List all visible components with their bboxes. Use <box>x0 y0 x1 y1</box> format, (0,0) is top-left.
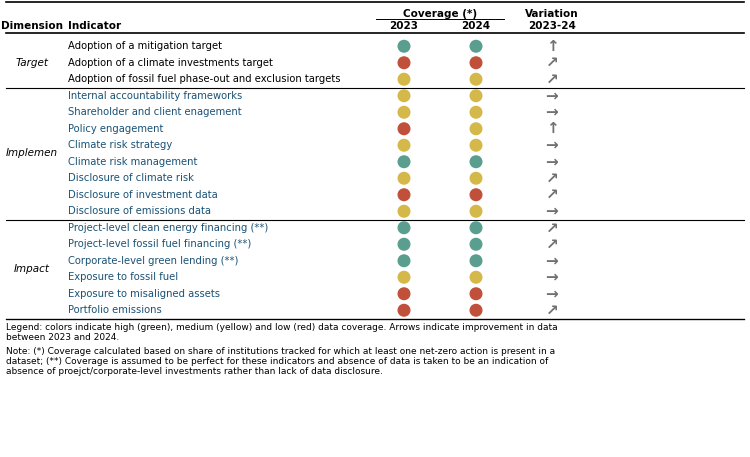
Text: Note: (*) Coverage calculated based on share of institutions tracked for which a: Note: (*) Coverage calculated based on s… <box>6 346 555 356</box>
Text: Disclosure of climate risk: Disclosure of climate risk <box>68 173 194 183</box>
Text: ↗: ↗ <box>545 171 558 186</box>
Text: →: → <box>545 204 558 219</box>
Text: Policy engagement: Policy engagement <box>68 124 164 134</box>
Circle shape <box>398 41 410 52</box>
Circle shape <box>398 139 410 151</box>
Circle shape <box>398 222 410 234</box>
Circle shape <box>470 90 482 101</box>
Circle shape <box>470 239 482 250</box>
Text: Project-level fossil fuel financing (**): Project-level fossil fuel financing (**) <box>68 239 251 249</box>
Circle shape <box>470 74 482 85</box>
Text: ↗: ↗ <box>545 187 558 202</box>
Text: Target: Target <box>16 58 49 68</box>
Circle shape <box>470 189 482 201</box>
Text: →: → <box>545 154 558 169</box>
Text: Variation: Variation <box>525 9 579 19</box>
Text: ↗: ↗ <box>545 55 558 70</box>
Text: ↗: ↗ <box>545 220 558 235</box>
Circle shape <box>398 255 410 266</box>
Text: Corporate-level green lending (**): Corporate-level green lending (**) <box>68 256 238 266</box>
Circle shape <box>398 239 410 250</box>
Text: Project-level clean energy financing (**): Project-level clean energy financing (**… <box>68 223 268 233</box>
Text: ↗: ↗ <box>545 303 558 318</box>
Circle shape <box>470 271 482 283</box>
Circle shape <box>398 172 410 184</box>
Text: dataset; (**) Coverage is assumed to be perfect for these indicators and absence: dataset; (**) Coverage is assumed to be … <box>6 357 548 366</box>
Text: Exposure to misaligned assets: Exposure to misaligned assets <box>68 289 220 299</box>
Text: →: → <box>545 138 558 153</box>
Text: 2024: 2024 <box>461 21 490 31</box>
Circle shape <box>398 304 410 316</box>
Circle shape <box>398 74 410 85</box>
Text: Climate risk strategy: Climate risk strategy <box>68 140 172 150</box>
Circle shape <box>470 57 482 69</box>
Circle shape <box>470 172 482 184</box>
Text: Impact: Impact <box>14 264 50 274</box>
Circle shape <box>398 57 410 69</box>
Text: absence of proejct/corporate-level investments rather than lack of data disclosu: absence of proejct/corporate-level inves… <box>6 367 382 377</box>
Text: Coverage (*): Coverage (*) <box>403 9 477 19</box>
Circle shape <box>398 271 410 283</box>
Text: Adoption of a climate investments target: Adoption of a climate investments target <box>68 58 273 68</box>
Circle shape <box>398 288 410 299</box>
Text: Shareholder and client enagement: Shareholder and client enagement <box>68 107 242 117</box>
Circle shape <box>398 189 410 201</box>
Circle shape <box>398 106 410 118</box>
Text: between 2023 and 2024.: between 2023 and 2024. <box>6 333 119 342</box>
Text: Disclosure of emissions data: Disclosure of emissions data <box>68 206 211 216</box>
Circle shape <box>470 255 482 266</box>
Circle shape <box>398 156 410 168</box>
Text: →: → <box>545 105 558 120</box>
Text: Portfolio emissions: Portfolio emissions <box>68 305 162 315</box>
Circle shape <box>470 304 482 316</box>
Circle shape <box>398 123 410 134</box>
Circle shape <box>470 222 482 234</box>
Text: 2023: 2023 <box>389 21 418 31</box>
Circle shape <box>470 139 482 151</box>
Circle shape <box>470 123 482 134</box>
Circle shape <box>470 156 482 168</box>
Text: Internal accountability frameworks: Internal accountability frameworks <box>68 91 242 101</box>
Circle shape <box>398 206 410 217</box>
Text: Adoption of fossil fuel phase-out and exclusion targets: Adoption of fossil fuel phase-out and ex… <box>68 74 340 84</box>
Circle shape <box>398 90 410 101</box>
Text: →: → <box>545 253 558 268</box>
Text: ↑: ↑ <box>545 121 558 136</box>
Text: ↗: ↗ <box>545 72 558 87</box>
Circle shape <box>470 206 482 217</box>
Text: ↑: ↑ <box>545 39 558 54</box>
Text: 2023-24: 2023-24 <box>528 21 576 31</box>
Text: Indicator: Indicator <box>68 21 122 31</box>
Circle shape <box>470 288 482 299</box>
Text: Implemen: Implemen <box>6 149 59 159</box>
Text: →: → <box>545 270 558 285</box>
Text: →: → <box>545 286 558 301</box>
Text: →: → <box>545 88 558 103</box>
Circle shape <box>470 106 482 118</box>
Text: Adoption of a mitigation target: Adoption of a mitigation target <box>68 41 222 51</box>
Text: Climate risk management: Climate risk management <box>68 157 197 167</box>
Text: Exposure to fossil fuel: Exposure to fossil fuel <box>68 272 178 282</box>
Circle shape <box>470 41 482 52</box>
Text: Dimension: Dimension <box>1 21 63 31</box>
Text: ↗: ↗ <box>545 237 558 252</box>
Text: Legend: colors indicate high (green), medium (yellow) and low (red) data coverag: Legend: colors indicate high (green), me… <box>6 323 557 331</box>
Text: Disclosure of investment data: Disclosure of investment data <box>68 190 218 200</box>
